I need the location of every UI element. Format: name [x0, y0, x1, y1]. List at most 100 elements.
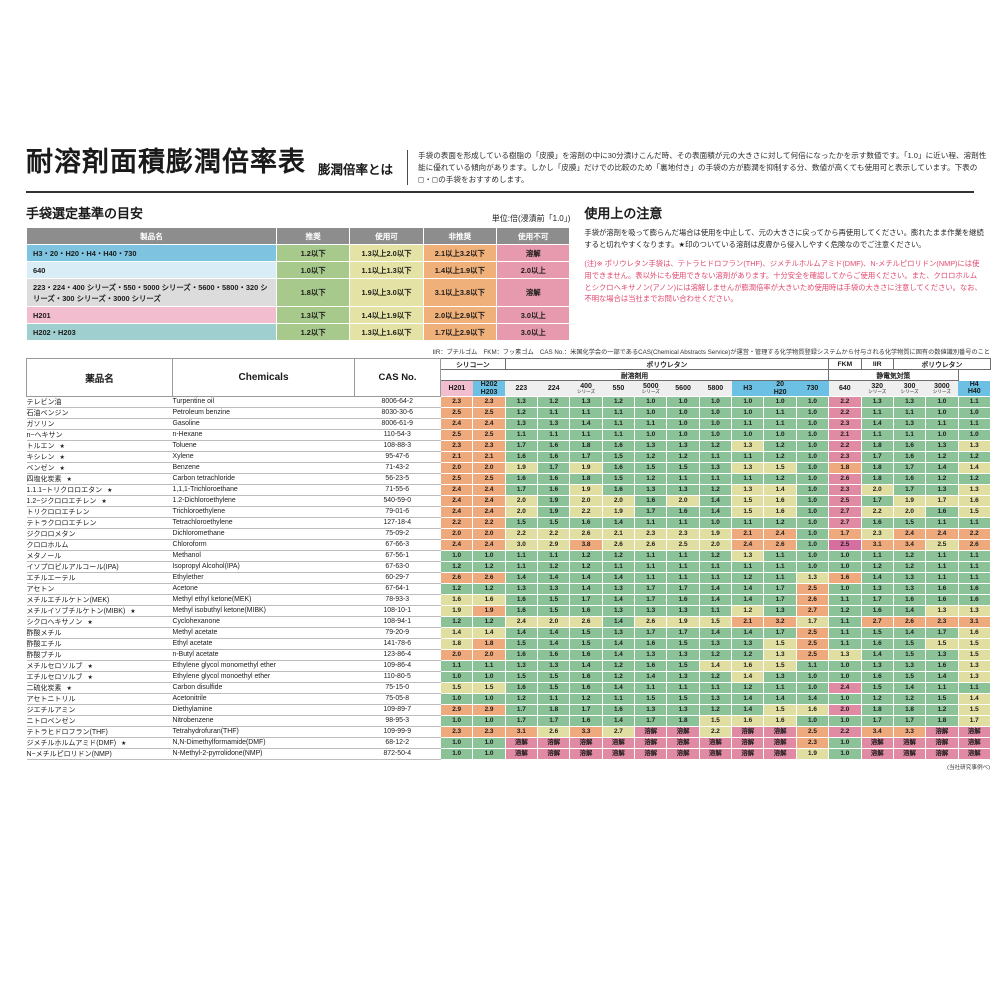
swell-value-cell: 1.3	[666, 439, 700, 452]
chemical-name-en: Methyl ethyl ketone(MEK)	[172, 594, 355, 606]
criteria-value-cell: 3.0以上	[496, 323, 571, 342]
product-column-header[interactable]: 320 シリーズ	[861, 380, 894, 397]
product-column-header[interactable]: 640	[828, 380, 862, 397]
swell-value-cell: 1.2	[698, 670, 733, 683]
swell-value-cell: 1.6	[569, 516, 603, 529]
swell-value-cell: 1.0	[957, 406, 991, 419]
product-column-header[interactable]: H201	[440, 380, 473, 397]
product-column-header[interactable]: 5000 シリーズ	[634, 380, 667, 397]
swell-value-cell: 1.7	[569, 450, 603, 463]
product-column-header[interactable]: 550	[602, 380, 635, 397]
swell-value-cell: 2.1	[472, 450, 506, 463]
criteria-column: 手袋選定基準の目安 単位:倍(浸漬前「1.0」) 製品名 推奨 使用可 非推奨 使用不可…	[26, 203, 571, 342]
usage-group-header: 耐溶剤用	[439, 369, 830, 382]
main-header-en: Chemicals	[172, 358, 355, 397]
swell-value-cell: 1.0	[634, 428, 668, 441]
product-column-header[interactable]: 5800	[699, 380, 732, 397]
swell-value-cell: 1.7	[860, 494, 894, 507]
swell-value-cell: 1.1	[763, 681, 797, 694]
swell-value-cell: 1.1	[925, 549, 959, 562]
product-column-header[interactable]: H4 H40	[958, 380, 991, 397]
swell-value-cell: 1.6	[828, 571, 862, 584]
swell-value-cell: 1.6	[504, 450, 539, 463]
swell-value-cell: 1.3	[666, 648, 700, 661]
swell-value-cell: 1.6	[537, 472, 571, 485]
product-column-header[interactable]: 224	[537, 380, 570, 397]
swell-value-cell: 1.1	[957, 516, 991, 529]
swell-value-cell: 溶解	[731, 725, 765, 738]
swell-value-cell: 1.6	[957, 593, 991, 606]
swell-value-cell: 1.3	[828, 648, 862, 661]
chemical-name-jp: ジメチルホルムアミド(DMF) ★	[26, 737, 173, 749]
table-row: アセトン Acetone 67-64-1 1.2 1.2 1.3 1.3 1.4 1.3 1.7 1…	[26, 582, 991, 595]
swell-value-cell: 1.4	[569, 571, 603, 584]
swell-value-cell: 1.2	[601, 395, 636, 408]
swell-value-cell: 1.0	[763, 428, 797, 441]
swell-value-cell: 2.3	[828, 450, 862, 463]
criteria-col-header: 推奨	[275, 227, 351, 246]
swell-value-cell: 2.2	[828, 395, 862, 408]
criteria-value-cell: 1.3以下	[275, 306, 351, 325]
swell-value-cell: 1.4	[731, 582, 765, 595]
product-column-header[interactable]: 400 シリーズ	[569, 380, 603, 397]
swell-value-cell: 1.2	[601, 670, 636, 683]
swell-value-cell: 2.5	[795, 648, 830, 661]
swell-value-cell: 1.0	[731, 395, 765, 408]
swell-value-cell: 2.3	[828, 483, 862, 496]
swell-value-cell: 1.3	[504, 659, 539, 672]
swell-value-cell: 2.0	[504, 505, 539, 518]
swell-value-cell: 3.1	[860, 538, 894, 551]
swell-value-cell: 2.5	[828, 538, 862, 551]
swell-value-cell: 2.7	[795, 604, 830, 617]
swell-value-cell: 1.0	[925, 428, 959, 441]
table-row: キシレン ★ Xylene 95-47-6 2.1 2.1 1.6 1.6 1.7 1.5 1.2 1…	[26, 450, 991, 463]
swell-value-cell: 1.3	[698, 637, 733, 650]
swell-value-cell: 1.1	[698, 604, 733, 617]
swell-value-cell: 1.3	[601, 582, 636, 595]
swell-value-cell: 1.7	[892, 461, 927, 474]
cas-number: 60-29-7	[354, 572, 441, 584]
product-column-header[interactable]: H3	[731, 380, 764, 397]
product-column-header[interactable]: 223	[505, 380, 538, 397]
table-row: メタノール Methanol 67-56-1 1.0 1.0 1.1 1.1 1.2 1.2 1.…	[26, 549, 991, 562]
chemical-name-jp: 1.2−ジクロロエチレン ★	[26, 495, 173, 507]
swell-value-cell: 1.2	[504, 406, 539, 419]
swell-value-cell: 2.4	[439, 538, 474, 551]
swell-value-cell: 1.5	[892, 670, 927, 683]
product-column-header[interactable]: 300 シリーズ	[893, 380, 926, 397]
chemical-name-jp: ジエチルアミン	[26, 704, 173, 716]
swell-value-cell: 1.2	[504, 692, 539, 705]
criteria-value-cell: 2.1以上3.2以下	[422, 244, 498, 263]
swell-value-cell: 1.4	[731, 593, 765, 606]
swell-value-cell: 溶解	[504, 747, 539, 760]
swell-value-cell: 1.5	[731, 494, 765, 507]
swell-value-cell: 1.2	[892, 549, 927, 562]
chemical-name-en: Xylene	[172, 451, 355, 463]
product-column-header[interactable]: 730	[796, 380, 829, 397]
swell-value-cell: 2.2	[439, 516, 474, 529]
table-row: ベンゼン ★ Benzene 71-43-2 2.0 2.0 1.9 1.7 1.9 1.6 1.5…	[26, 461, 991, 474]
criteria-row: H202・H203 1.2以下 1.3以上1.6以下 1.7以上2.9以下 3.0以上	[26, 323, 571, 342]
swell-value-cell: 1.3	[634, 604, 668, 617]
notice-paragraph-2: (注)※ ポリウレタン手袋は、テトラヒドロフラン(THF)、ジメチルホルムアミド…	[584, 258, 982, 304]
swell-value-cell: 2.6	[795, 593, 830, 606]
swell-value-cell: 1.1	[634, 681, 668, 694]
swell-value-cell: 1.2	[925, 450, 959, 463]
swell-value-cell: 1.4	[537, 637, 571, 650]
cas-number: 108-94-1	[354, 616, 441, 628]
swell-value-cell: 1.4	[763, 483, 797, 496]
swell-value-cell: 1.0	[828, 747, 862, 760]
swell-value-cell: 溶解	[925, 725, 959, 738]
swell-value-cell: 溶解	[763, 747, 797, 760]
swell-value-cell: 1.9	[698, 527, 733, 540]
product-column-header[interactable]: 5600	[666, 380, 700, 397]
swell-value-cell: 1.1	[666, 516, 700, 529]
swell-value-cell: 1.5	[731, 505, 765, 518]
swell-value-cell: 1.0	[666, 395, 700, 408]
product-column-header[interactable]: H202 H203	[472, 380, 506, 397]
chemical-name-jp: キシレン ★	[26, 451, 173, 463]
chemical-name-jp: 酢酸ブチル	[26, 649, 173, 661]
product-column-header[interactable]: 20 H20	[763, 380, 797, 397]
product-column-header[interactable]: 3000 シリーズ	[925, 380, 959, 397]
swell-value-cell: 1.1	[957, 395, 991, 408]
